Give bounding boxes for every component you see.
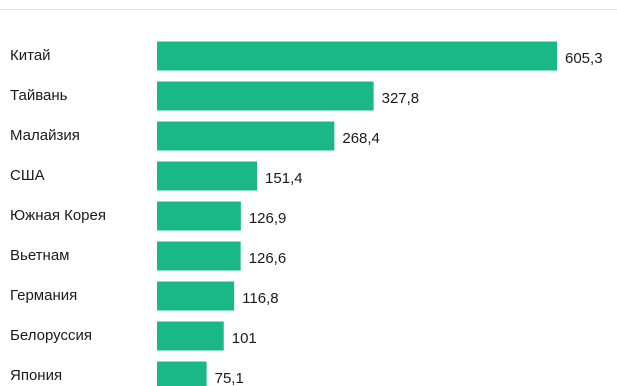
bar [157, 321, 224, 351]
value-label: 605,3 [565, 50, 603, 67]
bars-group: Китай 605,3 Тайвань 327,8 Малайзия 268,4 США 15… [10, 41, 603, 386]
value-label: 151,4 [265, 170, 303, 187]
bar [157, 81, 374, 111]
value-label: 327,8 [382, 90, 420, 107]
value-label: 126,6 [249, 250, 287, 267]
bar-row: Япония 75,1 [10, 361, 244, 386]
bar [157, 361, 207, 386]
category-label: Тайвань [10, 87, 68, 104]
bar-row: Малайзия 268,4 [10, 121, 380, 151]
bar-row: США 151,4 [10, 161, 303, 191]
category-label: Китай [10, 47, 51, 64]
value-label: 268,4 [342, 130, 380, 147]
value-label: 116,8 [242, 290, 278, 307]
bar [157, 281, 235, 311]
bar-row: Германия 116,8 [10, 281, 279, 311]
category-label: Южная Корея [10, 207, 106, 224]
category-label: Япония [10, 367, 62, 384]
bar [157, 201, 241, 231]
bar-row: Тайвань 327,8 [10, 81, 420, 111]
category-label: США [10, 167, 45, 184]
bar-row: Южная Корея 126,9 [10, 201, 287, 231]
category-label: Белоруссия [10, 327, 92, 344]
bar [157, 41, 557, 71]
value-label: 126,9 [249, 210, 287, 227]
value-label: 75,1 [215, 370, 244, 386]
bar [157, 161, 258, 191]
bar [157, 121, 335, 151]
bar-row: Китай 605,3 [10, 41, 603, 71]
bar [157, 241, 241, 271]
bar-row: Вьетнам 126,6 [10, 241, 287, 271]
category-label: Германия [10, 287, 77, 304]
category-label: Вьетнам [10, 247, 69, 264]
category-label: Малайзия [10, 127, 80, 144]
bar-row: Белоруссия 101 [10, 321, 257, 351]
value-label: 101 [232, 330, 257, 347]
